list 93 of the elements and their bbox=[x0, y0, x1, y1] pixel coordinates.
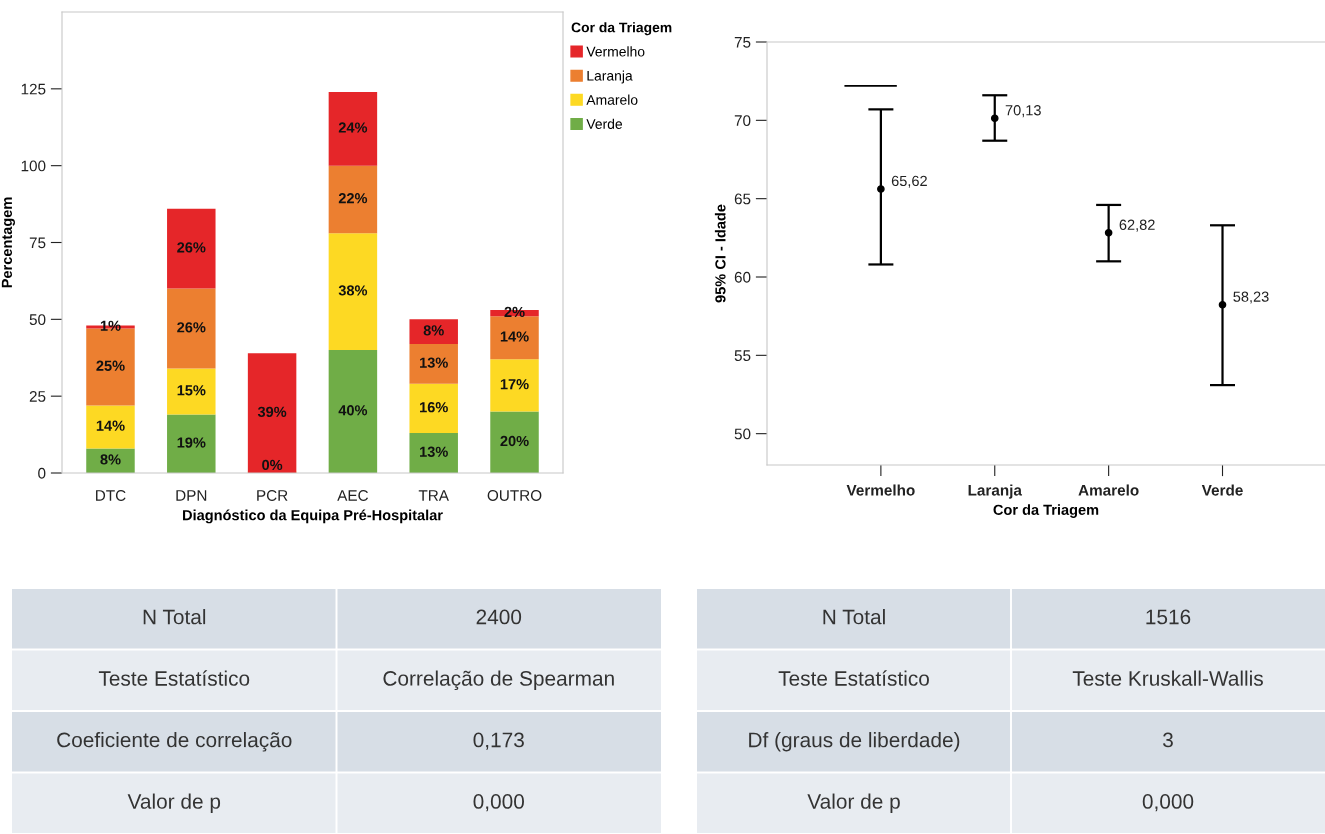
y-tick-label: 70 bbox=[734, 115, 751, 127]
text: Coeficiente de correlação bbox=[57, 731, 292, 752]
bar bbox=[328, 165, 378, 234]
data-label: 15% bbox=[177, 385, 206, 396]
y-tick-label: 65 bbox=[734, 193, 751, 205]
y-tick-label: 125 bbox=[21, 83, 46, 95]
data-label: 16% bbox=[420, 402, 448, 413]
bar bbox=[409, 319, 458, 344]
data-label: 26% bbox=[177, 242, 206, 253]
bar bbox=[167, 368, 216, 415]
point bbox=[990, 114, 999, 123]
data-label: 65,62 bbox=[891, 175, 927, 188]
y-tick-label: 55 bbox=[734, 350, 751, 362]
y-axis-title: 95% CI - Idade bbox=[714, 204, 726, 303]
x-tick-label: Vermelho bbox=[846, 484, 915, 496]
bar bbox=[490, 359, 539, 412]
data-label: 13% bbox=[420, 357, 448, 368]
y-axis-title: Percentagem bbox=[1, 197, 15, 288]
point bbox=[877, 185, 885, 193]
text: Df (graus de liberdade) bbox=[749, 732, 960, 752]
data-label: 70,13 bbox=[1005, 105, 1041, 118]
data-label: 58,23 bbox=[1233, 291, 1269, 304]
data-label: 62,82 bbox=[1119, 219, 1155, 232]
point bbox=[1104, 228, 1113, 237]
text: 2400 bbox=[476, 609, 522, 625]
text: 0,000 bbox=[473, 794, 524, 812]
data-label: 17% bbox=[500, 379, 529, 390]
legend-label: Amarelo bbox=[586, 94, 638, 105]
y-tick-label: 0 bbox=[38, 467, 46, 479]
data-label: 19% bbox=[177, 437, 206, 448]
data-label: 40% bbox=[338, 405, 368, 416]
x-tick-label: Verde bbox=[1201, 484, 1243, 496]
legend-label: Laranja bbox=[587, 70, 633, 84]
text: N Total bbox=[143, 609, 206, 625]
bar bbox=[247, 353, 297, 473]
data-label: 39% bbox=[257, 406, 287, 418]
y-tick-label: 50 bbox=[734, 428, 751, 440]
bar bbox=[409, 343, 458, 384]
legend-label: Verde bbox=[586, 118, 623, 129]
x-tick-label: Amarelo bbox=[1078, 484, 1139, 496]
bar bbox=[86, 405, 135, 449]
data-label: 24% bbox=[338, 122, 368, 133]
y-tick-label: 75 bbox=[29, 237, 46, 249]
x-axis-title: Diagnóstico da Equipa Pré-Hospitalar bbox=[183, 509, 443, 524]
bar bbox=[490, 411, 539, 473]
bar bbox=[167, 414, 216, 473]
text: Correlação de Spearman bbox=[383, 670, 614, 691]
bar bbox=[328, 350, 378, 473]
text: 1516 bbox=[1146, 609, 1191, 625]
data-label: 38% bbox=[338, 285, 368, 296]
text: N Total bbox=[823, 609, 885, 625]
x-tick-label: AEC bbox=[337, 490, 369, 501]
bar bbox=[409, 433, 458, 473]
text: 3 bbox=[1163, 732, 1173, 748]
data-label: 26% bbox=[177, 322, 206, 333]
data-label: 13% bbox=[420, 446, 448, 457]
x-tick-label: OUTRO bbox=[487, 490, 542, 501]
text: 0,000 bbox=[1142, 794, 1194, 812]
data-label: 0% bbox=[262, 459, 283, 471]
bar bbox=[490, 316, 539, 360]
data-label: 20% bbox=[500, 435, 529, 447]
x-axis-title: Cor da Triagem bbox=[993, 504, 1099, 518]
bar bbox=[167, 208, 216, 289]
text: Teste Estatístico bbox=[98, 670, 250, 686]
y-tick-label: 60 bbox=[734, 271, 751, 283]
bar bbox=[86, 448, 135, 473]
data-label: 14% bbox=[96, 420, 125, 431]
y-tick-label: 50 bbox=[29, 314, 46, 326]
x-tick-label: DTC bbox=[96, 490, 126, 501]
bar bbox=[167, 288, 216, 369]
data-label: 8% bbox=[423, 325, 444, 336]
text: Teste Kruskall-Wallis bbox=[1072, 670, 1263, 686]
x-tick-label: TRA bbox=[418, 490, 449, 501]
text: Valor de p bbox=[807, 793, 900, 813]
legend-title: Cor da Triagem bbox=[571, 22, 672, 36]
y-tick-label: 25 bbox=[29, 391, 46, 402]
legend-label: Vermelho bbox=[586, 46, 645, 57]
y-tick-label: 75 bbox=[734, 37, 751, 48]
data-label: 8% bbox=[100, 454, 121, 465]
text: Valor de p bbox=[127, 793, 221, 813]
bar bbox=[328, 233, 378, 351]
data-label: 25% bbox=[96, 360, 125, 371]
x-tick-label: Laranja bbox=[968, 484, 1023, 499]
bar bbox=[409, 383, 458, 434]
text: 0,173 bbox=[473, 732, 524, 750]
x-tick-label: PCR bbox=[257, 490, 288, 501]
data-label: 14% bbox=[500, 331, 529, 342]
x-tick-label: DPN bbox=[176, 490, 207, 501]
point bbox=[1218, 300, 1227, 309]
bar bbox=[328, 91, 378, 166]
data-label: 22% bbox=[338, 193, 368, 204]
text: Teste Estatístico bbox=[778, 670, 929, 686]
y-tick-label: 100 bbox=[21, 160, 46, 172]
